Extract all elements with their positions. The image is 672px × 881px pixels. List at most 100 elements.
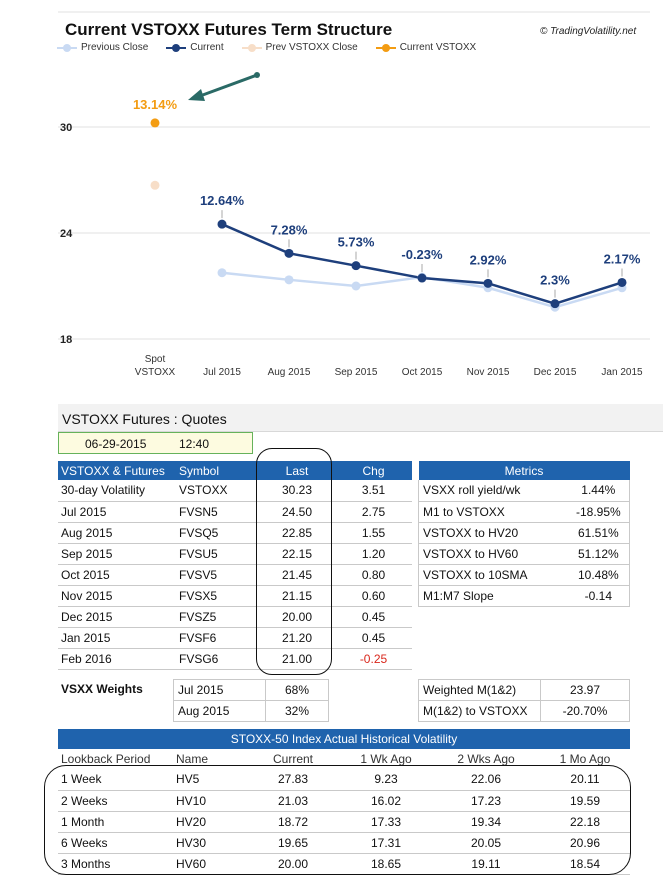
metric-row: VSTOXX to 10SMA 10.48% — [417, 564, 630, 586]
data-point — [351, 281, 361, 291]
weight-value: 32% — [265, 700, 329, 722]
metric-label: M1:M7 Slope — [417, 585, 568, 607]
hv-name: HV20 — [176, 811, 246, 833]
quote-instrument: Dec 2015 — [58, 606, 177, 628]
hv-2wks-ago: 17.23 — [432, 790, 540, 812]
historical-volatility-table: STOXX-50 Index Actual Historical Volatil… — [58, 729, 630, 875]
quote-last: 22.15 — [259, 543, 335, 565]
metrics-table: Metrics VSXX roll yield/wk 1.44% M1 to VST… — [417, 461, 630, 607]
hv-col-name: Name — [176, 752, 209, 766]
hv-name: HV5 — [176, 769, 246, 791]
legend-swatch — [57, 43, 77, 52]
hv-lookback: 1 Week — [58, 769, 176, 791]
quotes-header: VSTOXX Futures : Quotes — [58, 404, 663, 432]
quote-change: 1.55 — [335, 522, 412, 544]
hv-col-1mo: 1 Mo Ago — [559, 752, 611, 766]
weight-row: Jul 2015 68% — [173, 679, 329, 701]
metric-value: 10.48% — [567, 564, 630, 586]
quote-last: 30.23 — [259, 480, 335, 502]
metric-row: VSTOXX to HV20 61.51% — [417, 522, 630, 544]
x-axis-ticks: Spot VSTOXX Jul 2015 Aug 2015 Sep 2015 Oct 20… — [135, 354, 643, 378]
last-column-highlight-ring — [256, 448, 332, 675]
chart-legend: Previous Close Current Prev VSTOXX Close… — [57, 42, 476, 53]
weighted-row: M(1&2) to VSTOXX -20.70% — [418, 700, 630, 722]
quote-symbol: FVSG6 — [177, 648, 259, 670]
legend-swatch — [166, 43, 187, 52]
hv-row: 3 Months HV60 20.00 18.65 19.11 18.54 — [58, 853, 630, 875]
quote-last: 21.20 — [259, 627, 335, 649]
quote-last: 21.45 — [259, 564, 335, 586]
hv-1wk-ago: 16.02 — [340, 790, 432, 812]
hv-col-2wks: 2 Wks Ago — [457, 752, 515, 766]
data-point — [217, 268, 227, 278]
legend-label: Prev VSTOXX Close — [265, 42, 358, 53]
hv-col-1wk: 1 Wk Ago — [360, 752, 412, 766]
hv-current: 27.83 — [246, 769, 340, 791]
hv-lookback: 1 Month — [58, 811, 176, 833]
hv-2wks-ago: 20.05 — [432, 832, 540, 854]
quote-symbol: FVSQ5 — [177, 522, 259, 544]
quote-instrument: Feb 2016 — [58, 648, 177, 670]
data-labels: 12.64% 7.28% 5.73% -0.23% 2.92% 2.3% 2.17% 13.1… — [133, 97, 641, 298]
legend-item-previous-close[interactable]: Previous Close — [57, 42, 148, 53]
hv-2wks-ago: 19.34 — [432, 811, 540, 833]
data-label: 7.28% — [271, 222, 308, 237]
metric-row: M1 to VSTOXX -18.95% — [417, 501, 630, 523]
annotation-arrow-line — [199, 73, 258, 98]
weighted-row: Weighted M(1&2) 23.97 — [418, 679, 630, 701]
legend-label: Current VSTOXX — [399, 42, 477, 53]
quote-row: Nov 2015 FVSX5 21.15 0.60 — [58, 585, 412, 607]
hv-col-lookback: Lookback Period — [61, 752, 151, 766]
col-header-symbol: Symbol — [177, 461, 259, 480]
data-point — [417, 273, 427, 283]
hv-current: 20.00 — [246, 853, 340, 875]
quote-change: 3.51 — [335, 480, 412, 502]
quote-instrument: Nov 2015 — [58, 585, 177, 607]
legend-item-current[interactable]: Current — [166, 42, 224, 53]
x-tick-label: Jul 2015 — [203, 367, 241, 378]
quote-timestamp: 06-29-2015 12:40 — [58, 432, 253, 454]
quote-row: Jul 2015 FVSN5 24.50 2.75 — [58, 501, 412, 523]
quote-instrument: Sep 2015 — [58, 543, 177, 565]
hv-row: 1 Week HV5 27.83 9.23 22.06 20.11 — [58, 769, 630, 791]
col-header-last: Last — [259, 461, 335, 480]
metric-label: VSXX roll yield/wk — [417, 480, 568, 502]
metric-row: M1:M7 Slope -0.14 — [417, 585, 630, 607]
y-tick-label: 24 — [60, 228, 73, 240]
spot-data-label: 13.14% — [133, 97, 178, 112]
quote-last: 21.15 — [259, 585, 335, 607]
legend-item-current-vstoxx[interactable]: Current VSTOXX — [375, 42, 477, 53]
quote-change: 0.45 — [335, 606, 412, 628]
hv-current: 21.03 — [246, 790, 340, 812]
x-tick-label: Sep 2015 — [335, 367, 378, 378]
legend-swatch — [241, 43, 262, 52]
hv-current: 18.72 — [246, 811, 340, 833]
hv-2wks-ago: 22.06 — [432, 769, 540, 791]
chart-title: Current VSTOXX Futures Term Structure — [65, 20, 393, 39]
hv-current: 19.65 — [246, 832, 340, 854]
metric-label: VSTOXX to HV20 — [417, 522, 568, 544]
legend-label: Current — [190, 42, 224, 53]
quote-symbol: FVSV5 — [177, 564, 259, 586]
data-point — [351, 261, 361, 271]
metric-label: VSTOXX to 10SMA — [417, 564, 568, 586]
quote-symbol: FVSU5 — [177, 543, 259, 565]
quote-row: Jan 2015 FVSF6 21.20 0.45 — [58, 627, 412, 649]
hv-lookback: 6 Weeks — [58, 832, 176, 854]
quote-change: 2.75 — [335, 501, 412, 523]
data-label: 12.64% — [200, 193, 245, 208]
data-point — [150, 118, 160, 128]
legend-item-prev-vstoxx-close[interactable]: Prev VSTOXX Close — [241, 42, 358, 53]
hv-1mo-ago: 22.18 — [540, 811, 630, 833]
hv-rows-highlight-ring — [44, 765, 631, 875]
quote-change: -0.25 — [335, 648, 412, 670]
quote-time: 12:40 — [179, 437, 210, 451]
quote-change: 0.60 — [335, 585, 412, 607]
quote-row: Feb 2016 FVSG6 21.00 -0.25 — [58, 648, 412, 670]
term-structure-chart: 30 24 18 Spot VSTOXX Jul 2015 Aug 2015 Sep 201… — [58, 11, 650, 378]
weighted-label: M(1&2) to VSTOXX — [418, 700, 541, 722]
hv-name: HV30 — [176, 832, 246, 854]
x-tick-label: Aug 2015 — [268, 367, 311, 378]
hv-1mo-ago: 19.59 — [540, 790, 630, 812]
hv-lookback: 2 Weeks — [58, 790, 176, 812]
